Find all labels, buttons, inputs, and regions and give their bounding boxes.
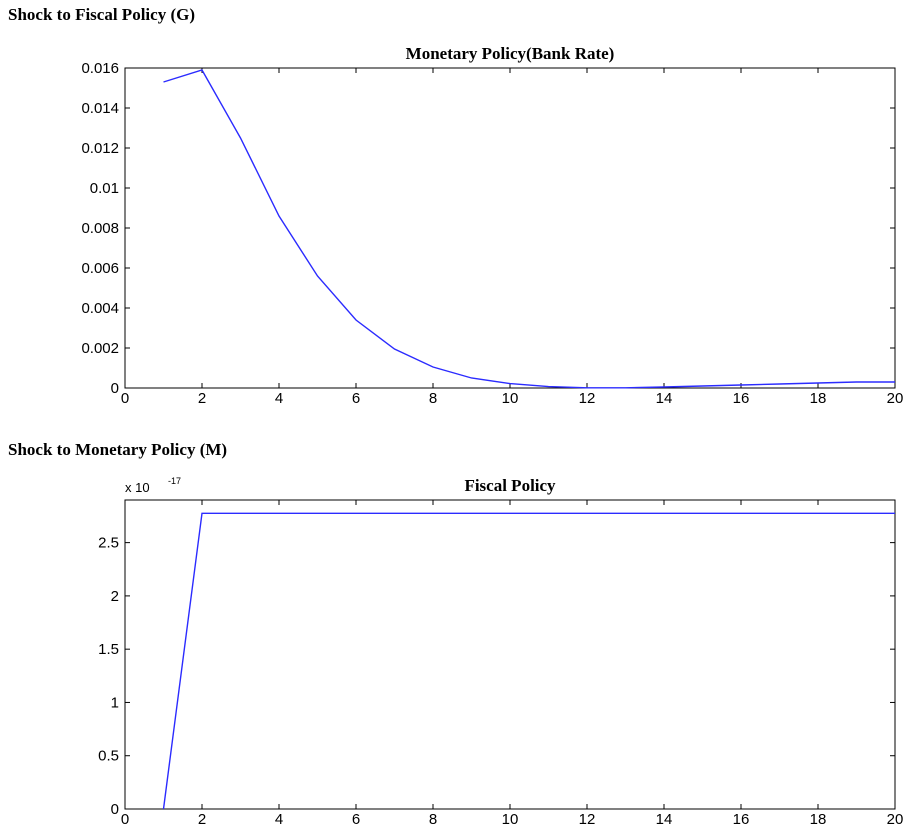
- y-tick-label: 0.004: [81, 300, 119, 317]
- data-point: [894, 381, 897, 384]
- data-point: [470, 377, 473, 380]
- x-tick-label: 2: [198, 390, 206, 407]
- data-point: [393, 348, 396, 351]
- data-point: [817, 382, 820, 385]
- y-tick-label: 1: [111, 694, 119, 711]
- data-point: [701, 385, 704, 388]
- x-tick-label: 16: [733, 811, 750, 828]
- x-tick-label: 12: [579, 811, 596, 828]
- chart-title: Monetary Policy(Bank Rate): [406, 44, 615, 63]
- x-tick-label: 4: [275, 811, 283, 828]
- data-point: [509, 512, 512, 515]
- data-point: [201, 69, 204, 72]
- y-tick-label: 0.002: [81, 340, 119, 357]
- y-tick-label: 2: [111, 588, 119, 605]
- data-point: [355, 512, 358, 515]
- x-tick-label: 12: [579, 390, 596, 407]
- data-point: [162, 808, 165, 811]
- data-point: [663, 386, 666, 389]
- data-point: [239, 137, 242, 140]
- data-point: [894, 512, 897, 515]
- series-line: [162, 512, 895, 810]
- x-tick-label: 6: [352, 811, 360, 828]
- data-point: [663, 512, 666, 515]
- x-tick-label: 14: [656, 390, 673, 407]
- data-point: [778, 383, 781, 386]
- x-tick-label: 16: [733, 390, 750, 407]
- y-exponent-power: -17: [168, 476, 181, 486]
- chart-monetary-policy: Monetary Policy(Bank Rate) 0 2 4 6 8 10 12 14 16 1…: [81, 44, 904, 407]
- data-point: [239, 512, 242, 515]
- axes-frame: [124, 499, 896, 810]
- y-tick-label: 0.01: [90, 180, 119, 197]
- y-tick-label: 1.5: [98, 641, 119, 658]
- x-tick-label: 4: [275, 390, 283, 407]
- data-point: [624, 386, 627, 389]
- data-point: [316, 512, 319, 515]
- data-point: [586, 512, 589, 515]
- x-tick-label: 10: [502, 811, 519, 828]
- x-tick-label: 6: [352, 390, 360, 407]
- data-point: [393, 512, 396, 515]
- x-tick-label: 10: [502, 390, 519, 407]
- x-tick-label: 0: [121, 390, 129, 407]
- data-point: [740, 512, 743, 515]
- chart-fiscal-policy: Fiscal Policy 0 2 4 6 8 10 12 14 16 18 20 0 0.5 1 1.5 2 2…: [98, 476, 904, 828]
- y-tick-label: 0: [111, 380, 119, 397]
- y-tick-label: 2.5: [98, 535, 119, 552]
- data-point: [855, 512, 858, 515]
- section-label-monetary-shock: Shock to Monetary Policy (M): [8, 440, 228, 459]
- y-tick-label: 0.014: [81, 100, 119, 117]
- data-point: [586, 386, 589, 389]
- data-point: [509, 382, 512, 385]
- data-point: [278, 215, 281, 218]
- axes-frame: [124, 67, 896, 389]
- y-tick-label: 0.008: [81, 220, 119, 237]
- data-point: [278, 512, 281, 515]
- data-point: [855, 381, 858, 384]
- y-tick-label: 0.5: [98, 748, 119, 765]
- data-point: [547, 385, 550, 388]
- data-point: [355, 319, 358, 322]
- x-tick-label: 8: [429, 811, 437, 828]
- chart-title: Fiscal Policy: [464, 476, 556, 495]
- data-point: [547, 512, 550, 515]
- y-tick-label: 0: [111, 801, 119, 818]
- data-point: [432, 512, 435, 515]
- x-tick-label: 20: [887, 390, 904, 407]
- data-point: [624, 512, 627, 515]
- x-tick-label: 20: [887, 811, 904, 828]
- x-tick-label: 0: [121, 811, 129, 828]
- x-tick-label: 2: [198, 811, 206, 828]
- data-point: [701, 512, 704, 515]
- series-line: [163, 69, 895, 389]
- section-label-fiscal-shock: Shock to Fiscal Policy (G): [8, 5, 195, 24]
- data-point: [817, 512, 820, 515]
- x-tick-label: 14: [656, 811, 673, 828]
- x-tick-label: 18: [810, 390, 827, 407]
- data-point: [470, 512, 473, 515]
- data-point: [201, 512, 204, 515]
- y-exponent-label: x 10: [125, 480, 150, 495]
- x-tick-label: 8: [429, 390, 437, 407]
- data-point: [778, 512, 781, 515]
- y-tick-label: 0.012: [81, 140, 119, 157]
- x-tick-label: 18: [810, 811, 827, 828]
- y-tick-label: 0.006: [81, 260, 119, 277]
- data-point: [432, 366, 435, 369]
- data-point: [740, 384, 743, 387]
- data-point: [316, 275, 319, 278]
- y-tick-label: 0.016: [81, 60, 119, 77]
- data-point: [162, 81, 165, 84]
